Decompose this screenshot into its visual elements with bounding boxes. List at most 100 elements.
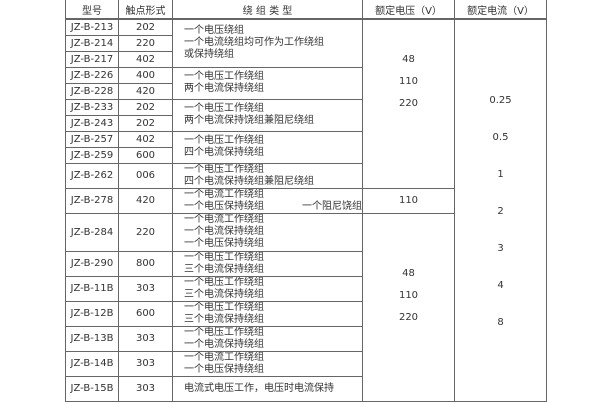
header-winding: 绕 组 类 型 <box>172 0 363 20</box>
contact-cell: 202 <box>118 114 173 132</box>
contact-cell: 220 <box>118 34 173 52</box>
winding-line: 两个电流保持饶组兼阻尼绕组 <box>184 115 314 126</box>
model-cell: JZ-B-278 <box>65 187 119 214</box>
table-row: JZ-B-13B 303 一个电压工作绕组 一个电流保持绕组 <box>65 325 547 352</box>
table-row: JZ-B-214 220 <box>65 34 547 52</box>
contact-cell: 202 <box>118 98 173 116</box>
winding-line: 一个电流保持绕组 <box>184 338 264 350</box>
model-cell: JZ-B-233 <box>65 98 119 116</box>
current-value: 2 <box>497 206 504 217</box>
model-cell: JZ-B-217 <box>65 50 119 68</box>
table-row: JZ-B-243 202 <box>65 114 547 132</box>
contact-cell: 400 <box>118 66 173 84</box>
winding-line: 电流式电压工作，电压时电流保持 <box>184 382 334 394</box>
winding-cell: 一个电压工作绕组 四个电流保持绕组兼阻尼绕组 <box>172 162 363 189</box>
contact-cell: 220 <box>118 212 173 252</box>
winding-line: 四个电流保持绕组兼阻尼绕组 <box>184 175 314 187</box>
model-cell: JZ-B-259 <box>65 146 119 164</box>
model-cell: JZ-B-262 <box>65 162 119 189</box>
model-cell: JZ-B-213 <box>65 18 119 36</box>
contact-cell: 800 <box>118 250 173 277</box>
table-row: JZ-B-290 800 一个电压工作绕组 三个电流保持绕组 <box>65 250 547 277</box>
winding-line: 或保持绕组 <box>184 49 234 61</box>
voltage-value: 110 <box>398 289 419 301</box>
winding-cell: 一个电流工作绕组 一个电压保持绕组 <box>172 350 363 377</box>
model-cell: JZ-B-12B <box>65 300 119 327</box>
table-row: JZ-B-14B 303 一个电流工作绕组 一个电压保持绕组 <box>65 350 547 377</box>
winding-line: 一个电压工作绕组 <box>184 326 264 338</box>
model-cell: JZ-B-243 <box>65 114 119 132</box>
winding-line: 两个电流保持绕组 <box>184 83 264 94</box>
model-cell: JZ-B-284 <box>65 212 119 252</box>
voltage-value: 48 <box>402 267 415 279</box>
table-row: JZ-B-217 402 <box>65 50 547 68</box>
table-row: JZ-B-259 600 <box>65 146 547 164</box>
winding-cell: 一个电流工作绕组 一个电压保持绕组 一个阻尼饶组 <box>172 187 363 214</box>
contact-cell: 402 <box>118 130 173 148</box>
winding-cell: 一个电压绕组 一个电流绕组均可作为工作绕组 或保持绕组 <box>172 18 363 68</box>
current-cell: 0.25 0.5 1 2 3 4 8 <box>454 18 547 402</box>
winding-cell: 电流式电压工作，电压时电流保持 <box>172 375 363 402</box>
current-value: 8 <box>497 317 504 328</box>
winding-line: 一个电流工作绕组 <box>184 188 264 200</box>
table-row: JZ-B-257 402 一个电压工作绕组 四个电流保持绕组 <box>65 130 547 164</box>
voltage-value: 220 <box>398 311 419 323</box>
relay-spec-table: 型号 触点形式 绕 组 类 型 额定电压（V） 额定电流（V） JZ-B-213… <box>65 0 547 402</box>
winding-line: 一个电流绕组均可作为工作绕组 <box>184 37 324 49</box>
contact-cell: 402 <box>118 50 173 68</box>
model-cell: JZ-B-257 <box>65 130 119 148</box>
model-cell: JZ-B-226 <box>65 66 119 84</box>
model-cell: JZ-B-13B <box>65 325 119 352</box>
voltage-cell: 48 110 220 <box>362 212 455 402</box>
winding-line: 三个电流保持绕组 <box>184 288 264 300</box>
table-row: JZ-B-213 202 一个电压绕组 一个电流绕组均可作为工作绕组 或保持绕组 4… <box>65 18 547 402</box>
contact-cell: 303 <box>118 350 173 377</box>
table-row: JZ-B-284 220 一个电流工作绕组 一个电流保持绕组 一个电压保持绕组 48 1… <box>65 212 547 402</box>
voltage-cell: 48 110 220 <box>362 18 455 189</box>
table-row: JZ-B-228 420 <box>65 82 547 100</box>
winding-cell: 一个电压工作绕组 四个电流保持绕组 <box>172 130 363 164</box>
winding-cell: 一个电压工作绕组 一个电流保持绕组 <box>172 325 363 352</box>
winding-line: 一个电压保持绕组 <box>184 200 264 212</box>
model-cell: JZ-B-14B <box>65 350 119 377</box>
winding-line: 一个电压工作绕组 <box>184 301 264 313</box>
winding-cell: 一个电压工作绕组 两个电流保持饶组兼阻尼绕组 <box>172 98 363 132</box>
current-value: 4 <box>497 280 504 291</box>
table-row: JZ-B-11B 303 一个电压工作绕组 三个电流保持绕组 <box>65 275 547 302</box>
current-value: 0.25 <box>489 95 512 106</box>
current-value: 0.5 <box>492 132 509 143</box>
winding-cell: 一个电压工作绕组 三个电流保持绕组 <box>172 250 363 277</box>
winding-line: 一个电压工作绕组 <box>184 251 264 263</box>
voltage-value: 48 <box>402 54 415 65</box>
contact-cell: 600 <box>118 300 173 327</box>
table-row: JZ-B-226 400 一个电压工作绕组 两个电流保持绕组 <box>65 66 547 100</box>
contact-cell: 303 <box>118 275 173 302</box>
model-cell: JZ-B-11B <box>65 275 119 302</box>
table-row: JZ-B-15B 303 电流式电压工作，电压时电流保持 <box>65 375 547 402</box>
contact-cell: 006 <box>118 162 173 189</box>
model-cell: JZ-B-290 <box>65 250 119 277</box>
winding-line: 一个电压保持绕组 <box>184 363 264 375</box>
header-current: 额定电流（V） <box>454 0 547 20</box>
header-row: 型号 触点形式 绕 组 类 型 额定电压（V） 额定电流（V） <box>65 0 547 20</box>
winding-line: 一个电压工作绕组 <box>184 103 264 114</box>
contact-cell: 202 <box>118 18 173 36</box>
winding-line: 一个电流工作绕组 <box>184 351 264 363</box>
winding-cell: 一个电压工作绕组 两个电流保持绕组 <box>172 66 363 100</box>
contact-cell: 420 <box>118 82 173 100</box>
contact-cell: 303 <box>118 375 173 402</box>
winding-line: 三个电流保持绕组 <box>184 263 264 275</box>
winding-line: 一个电压工作绕组 <box>184 135 264 146</box>
voltage-value: 110 <box>398 76 419 87</box>
winding-line: 一个电压工作绕组 <box>184 71 264 82</box>
winding-line: 一个电压工作绕组 <box>184 276 264 288</box>
table-row: JZ-B-233 202 一个电压工作绕组 两个电流保持饶组兼阻尼绕组 <box>65 98 547 132</box>
winding-line: 一个电压工作绕组 <box>184 163 264 175</box>
winding-line: 一个电压保持绕组 <box>184 238 264 249</box>
current-value: 1 <box>497 169 504 180</box>
header-model: 型号 <box>65 0 119 20</box>
winding-cell: 一个电压工作绕组 三个电流保持绕组 <box>172 275 363 302</box>
voltage-cell: 110 <box>362 187 455 214</box>
contact-cell: 420 <box>118 187 173 214</box>
header-contact: 触点形式 <box>118 0 173 20</box>
